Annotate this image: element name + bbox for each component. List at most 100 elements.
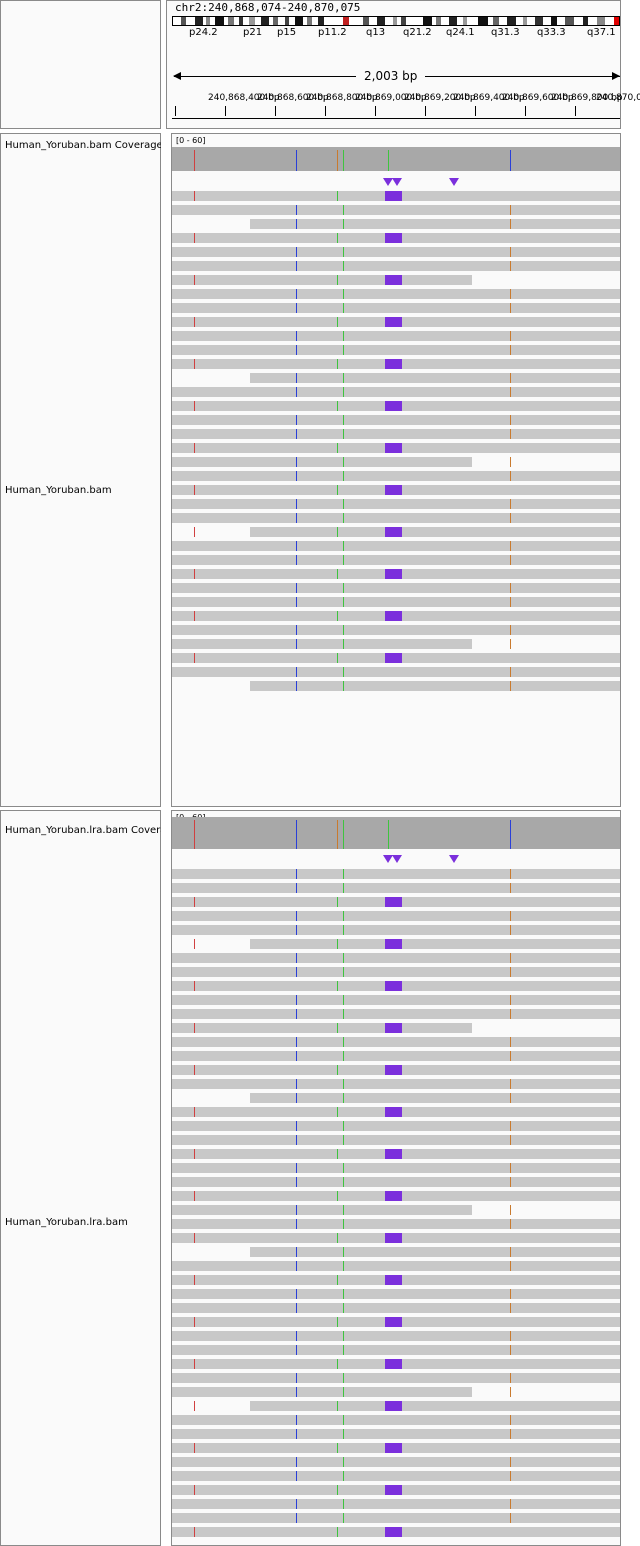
mismatch: [296, 1415, 297, 1425]
alignment-read: [172, 995, 620, 1005]
alignment-read: [172, 625, 620, 635]
mismatch: [194, 443, 195, 453]
lra-alignment-track-name[interactable]: Human_Yoruban.lra.bam: [5, 1217, 128, 1228]
mismatch: [296, 883, 297, 893]
alignment-read: [172, 953, 620, 963]
coverage-variant: [343, 150, 344, 171]
mismatch: [296, 205, 297, 215]
mismatch: [296, 953, 297, 963]
lra-coverage-histogram[interactable]: [172, 817, 620, 849]
mismatch: [296, 583, 297, 593]
mismatch: [296, 1429, 297, 1439]
mismatch: [510, 555, 511, 565]
mismatch: [510, 1135, 511, 1145]
mismatch: [194, 897, 195, 907]
mismatch: [194, 233, 195, 243]
coverage-variant: [388, 820, 389, 849]
alignment-read: [172, 639, 472, 649]
mismatch: [296, 597, 297, 607]
coverage-variant: [343, 820, 344, 849]
mismatch: [510, 1247, 511, 1257]
coverage-track-name[interactable]: Human_Yoruban.bam Coverage: [5, 140, 161, 151]
alignment-read: [250, 373, 620, 383]
insertion: [385, 443, 402, 453]
mismatch: [510, 883, 511, 893]
mismatch: [343, 303, 344, 313]
mismatch: [343, 219, 344, 229]
mismatch: [343, 583, 344, 593]
mismatch: [343, 387, 344, 397]
mismatch: [343, 1177, 344, 1187]
mismatch: [296, 1121, 297, 1131]
alignment-read: [172, 275, 472, 285]
mismatch: [296, 1205, 297, 1215]
alignment-track-name[interactable]: Human_Yoruban.bam: [5, 485, 112, 496]
mismatch: [194, 1149, 195, 1159]
mismatch: [510, 331, 511, 341]
track-name-panel-top: [0, 0, 161, 129]
mismatch: [194, 1275, 195, 1285]
left-arrow-icon: [173, 72, 181, 80]
bam-data-panel[interactable]: [171, 133, 621, 807]
alignment-read: [172, 1457, 620, 1467]
mismatch: [510, 925, 511, 935]
alignment-read: [172, 1303, 620, 1313]
insertion: [385, 1527, 402, 1537]
coverage-variant: [296, 150, 297, 171]
insertion: [385, 1107, 402, 1117]
mismatch: [510, 1373, 511, 1383]
mismatch: [343, 967, 344, 977]
mismatch: [296, 555, 297, 565]
mismatch: [337, 401, 338, 411]
insertion: [385, 275, 402, 285]
mismatch: [296, 387, 297, 397]
insertion-marker-icon: [449, 178, 459, 186]
insertion: [385, 1065, 402, 1075]
mismatch: [343, 1261, 344, 1271]
mismatch: [343, 499, 344, 509]
mismatch: [343, 415, 344, 425]
mismatch: [510, 289, 511, 299]
mismatch: [343, 1247, 344, 1257]
alignment-read: [172, 471, 620, 481]
alignment-read: [172, 1345, 620, 1355]
mismatch: [510, 1471, 511, 1481]
mismatch: [194, 1065, 195, 1075]
mismatch: [296, 499, 297, 509]
coverage-histogram[interactable]: [172, 147, 620, 171]
alignment-read: [250, 1093, 620, 1103]
mismatch: [510, 541, 511, 551]
mismatch: [296, 541, 297, 551]
insertion: [385, 1401, 402, 1411]
mismatch: [337, 1107, 338, 1117]
alignment-read: [172, 583, 620, 593]
alignment-read: [172, 261, 620, 271]
mismatch: [510, 681, 511, 691]
ruler[interactable]: [172, 118, 620, 119]
mismatch: [337, 359, 338, 369]
alignment-read: [172, 1023, 472, 1033]
insertion: [385, 317, 402, 327]
mismatch: [510, 1457, 511, 1467]
mismatch: [296, 1009, 297, 1019]
mismatch: [510, 1415, 511, 1425]
mismatch: [510, 953, 511, 963]
mismatch: [510, 1205, 511, 1215]
mismatch: [296, 911, 297, 921]
mismatch: [296, 373, 297, 383]
mismatch: [337, 1065, 338, 1075]
chromosome-ideogram[interactable]: [172, 16, 620, 26]
mismatch: [296, 429, 297, 439]
mismatch: [510, 429, 511, 439]
alignment-read: [172, 869, 620, 879]
band-label: q37.1: [587, 27, 616, 38]
mismatch: [343, 639, 344, 649]
alignment-read: [172, 303, 620, 313]
mismatch: [343, 667, 344, 677]
mismatch: [510, 869, 511, 879]
insertion: [385, 897, 402, 907]
mismatch: [296, 1513, 297, 1523]
locus-readout: chr2:240,868,074-240,870,075: [175, 1, 361, 14]
alignment-read: [172, 883, 620, 893]
lra-coverage-track-name[interactable]: Human_Yoruban.lra.bam Coverage: [5, 825, 161, 836]
